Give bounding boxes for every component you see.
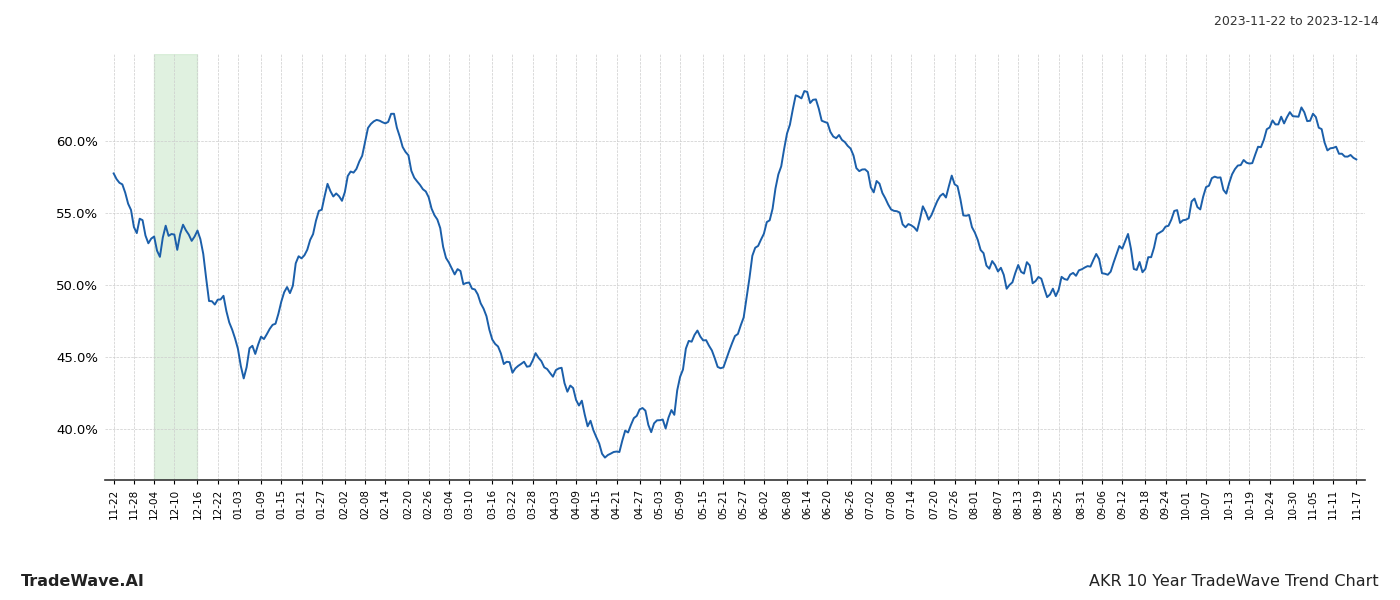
Bar (154, 54, 197, 480)
Text: AKR 10 Year TradeWave Trend Chart: AKR 10 Year TradeWave Trend Chart (1089, 574, 1379, 589)
Text: TradeWave.AI: TradeWave.AI (21, 574, 144, 589)
Text: 2023-11-22 to 2023-12-14: 2023-11-22 to 2023-12-14 (1214, 15, 1379, 28)
